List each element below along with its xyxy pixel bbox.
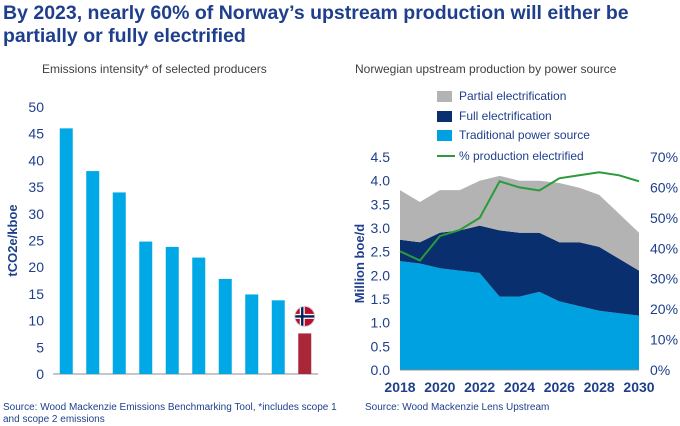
left-y-tick-label: 45: [28, 126, 44, 142]
right-y2-tick-label: 40%: [650, 240, 678, 256]
right-y2-tick-label: 60%: [650, 179, 678, 195]
left-y-tick-label: 15: [28, 286, 44, 302]
right-y2-tick-label: 20%: [650, 301, 678, 317]
right-chart-title: Norwegian upstream production by power s…: [355, 62, 617, 76]
left-source-note: Source: Wood Mackenzie Emissions Benchma…: [3, 402, 337, 425]
left-y-tick-label: 25: [28, 233, 44, 249]
legend-full-electrification: Full electrification: [437, 109, 552, 123]
right-x-tick-label: 2028: [584, 379, 615, 395]
legend-label: Partial electrification: [459, 89, 566, 103]
bar: [59, 128, 73, 374]
bar: [271, 300, 285, 374]
bar: [86, 171, 100, 374]
left-y-tick-label: 50: [28, 99, 44, 115]
right-y-tick-label: 0.5: [371, 338, 391, 354]
right-x-tick-label: 2026: [544, 379, 575, 395]
right-x-tick-label: 2024: [504, 379, 535, 395]
left-y-tick-label: 35: [28, 179, 44, 195]
right-y-tick-label: 3.5: [371, 196, 391, 212]
partial-electrification-area: [400, 175, 639, 271]
legend-label: Full electrification: [459, 109, 552, 123]
pct-electrified-line: [399, 171, 640, 262]
right-y-tick-label: 3.0: [371, 220, 391, 236]
norway-flag-icon: [294, 305, 316, 327]
bar: [112, 192, 126, 374]
right-x-tick-label: 2018: [384, 379, 415, 395]
bar: [245, 294, 259, 374]
right-y2-tick-label: 50%: [650, 210, 678, 226]
right-y-tick-label: 0.0: [371, 362, 391, 378]
legend-swatch: [437, 111, 452, 122]
right-y2-tick-label: 10%: [650, 332, 678, 348]
right-y-tick-label: 2.5: [371, 244, 391, 260]
right-x-tick-label: 2020: [424, 379, 455, 395]
right-x-tick-label: 2022: [464, 379, 495, 395]
legend-pct-electrified: % production electrified: [437, 149, 584, 163]
left-y-tick-label: 30: [28, 206, 44, 222]
bar: [165, 246, 179, 374]
right-y2-tick-label: 30%: [650, 271, 678, 287]
bar: [139, 241, 153, 374]
right-y-tick-label: 4.5: [371, 149, 391, 165]
right-source-note: Source: Wood Mackenzie Lens Upstream: [365, 402, 550, 413]
production-by-power-chart: 0.0 0.5 1.0 1.5 2.0 2.5 3.0 3.5 4.0 4.5 0% 10% 20% 30…: [352, 89, 678, 395]
right-y-tick-label: 1.0: [371, 315, 391, 331]
right-y-tick-label: 4.0: [371, 173, 391, 189]
emissions-intensity-chart: 0 5 10 15 20 25 30 35 40 45 50 tCO2e/kboe: [5, 99, 318, 382]
left-y-tick-label: 10: [28, 313, 44, 329]
left-y-axis-title: tCO2e/kboe: [5, 204, 20, 276]
left-y-tick-label: 5: [36, 339, 44, 355]
left-chart-title: Emissions intensity* of selected produce…: [42, 62, 267, 76]
legend-traditional-power: Traditional power source: [437, 128, 590, 142]
right-y-tick-label: 1.5: [371, 291, 391, 307]
left-y-tick-label: 40: [28, 152, 44, 168]
full-electrification-area: [400, 225, 639, 316]
legend-label: % production electrified: [459, 149, 584, 163]
legend-label: Traditional power source: [459, 128, 590, 142]
headline: By 2023, nearly 60% of Norway’s upstream…: [3, 2, 629, 47]
left-y-tick-label: 20: [28, 259, 44, 275]
legend-swatch: [437, 130, 452, 141]
right-x-tick-label: 2030: [623, 379, 654, 395]
norway-bar: [298, 333, 312, 374]
legend-swatch: [437, 91, 452, 102]
right-y2-tick-label: 0%: [650, 362, 670, 378]
right-y2-tick-label: 70%: [650, 149, 678, 165]
right-y-tick-label: 2.0: [371, 267, 391, 283]
bar: [192, 257, 206, 374]
right-y-axis-title: Million boe/d: [352, 224, 367, 303]
left-y-tick-label: 0: [36, 366, 44, 382]
traditional-power-area: [400, 261, 639, 370]
legend-partial-electrification: Partial electrification: [437, 89, 566, 103]
bar: [218, 278, 232, 374]
